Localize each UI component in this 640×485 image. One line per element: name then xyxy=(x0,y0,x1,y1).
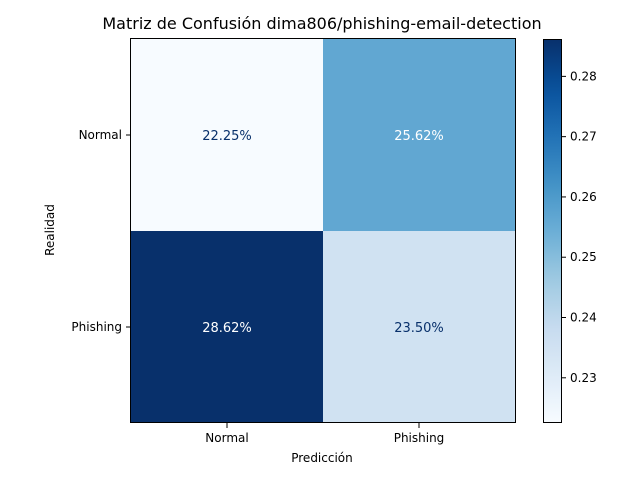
colorbar-tick-label: 0.23 xyxy=(570,371,597,385)
x-axis-label: Predicción xyxy=(291,451,353,465)
heatmap-cells xyxy=(131,39,515,423)
plot-frame xyxy=(130,38,516,423)
colorbar-tick-label: 0.25 xyxy=(570,250,597,264)
colorbar: 0.23 0.24 0.25 0.26 0.27 0.28 xyxy=(543,39,597,423)
y-axis-label: Realidad xyxy=(43,204,57,256)
x-tick-label: Phishing xyxy=(394,431,445,445)
chart-title: Matriz de Confusión dima806/phishing-ema… xyxy=(102,14,541,33)
heatmap-cell-labels: 22.25% 25.62% 28.62% 23.50% xyxy=(202,129,444,336)
x-axis-ticks: Normal Phishing xyxy=(205,423,444,445)
x-tick-label: Normal xyxy=(205,431,248,445)
colorbar-gradient xyxy=(543,39,562,423)
cell-value-label: 23.50% xyxy=(394,321,444,336)
colorbar-frame xyxy=(543,39,562,423)
colorbar-tick-label: 0.28 xyxy=(570,69,597,83)
y-tick-label: Phishing xyxy=(71,320,122,334)
heatmap-cell xyxy=(131,39,323,231)
colorbar-tick-label: 0.26 xyxy=(570,190,597,204)
cell-value-label: 28.62% xyxy=(202,321,252,336)
cell-value-label: 22.25% xyxy=(202,129,252,144)
heatmap-cell xyxy=(131,231,323,423)
colorbar-tick-label: 0.27 xyxy=(570,130,597,144)
heatmap-cell xyxy=(323,231,515,423)
y-axis-ticks: Normal Phishing xyxy=(71,128,131,334)
y-tick-label: Normal xyxy=(79,128,122,142)
heatmap-cell xyxy=(323,39,515,231)
cell-value-label: 25.62% xyxy=(394,129,444,144)
colorbar-tick-label: 0.24 xyxy=(570,311,597,325)
